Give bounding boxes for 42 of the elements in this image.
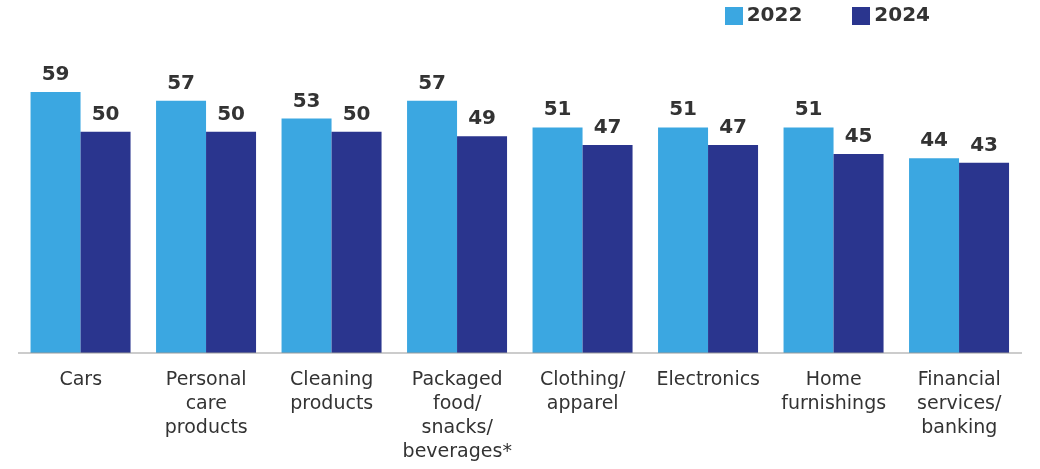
bar: [708, 145, 759, 353]
bar: [909, 158, 960, 353]
data-label: 45: [844, 122, 873, 147]
bar: [783, 127, 834, 353]
bar: [658, 127, 709, 353]
bar: [30, 92, 81, 353]
data-label: 43: [970, 131, 998, 156]
bar: [457, 136, 508, 353]
data-label: 47: [719, 114, 747, 139]
data-label: 51: [794, 96, 823, 121]
x-tick-label: Financial services/ banking: [917, 367, 1003, 437]
bar: [281, 118, 332, 353]
bar: [206, 131, 257, 353]
bar: [582, 145, 633, 353]
data-label: 50: [342, 100, 371, 125]
bar: [80, 131, 131, 353]
bar: [532, 127, 583, 353]
legend-label: 2024: [874, 2, 930, 26]
bar: [331, 131, 382, 353]
x-tick-label: Cleaning products: [290, 367, 374, 413]
data-label: 44: [920, 127, 948, 152]
legend-label: 2022: [746, 2, 803, 26]
data-label: 57: [167, 69, 195, 94]
bar: [833, 153, 884, 353]
x-tick-label: Home furnishings: [781, 367, 887, 413]
x-tick-label: Electronics: [656, 367, 761, 389]
data-label: 59: [41, 61, 70, 85]
x-tick-label: Personal care products: [164, 367, 248, 437]
x-tick-label: Clothing/ apparel: [540, 367, 627, 413]
data-label: 50: [91, 100, 120, 125]
data-label: 49: [468, 105, 496, 130]
bar: [156, 100, 207, 353]
data-label: 53: [292, 87, 321, 112]
x-tick-label: Cars: [59, 367, 103, 389]
data-label: 50: [217, 100, 245, 125]
data-label: 57: [418, 69, 446, 94]
data-label: 51: [669, 96, 697, 121]
x-tick-label: Packaged food/ snacks/ beverages*: [402, 367, 512, 461]
data-label: 47: [593, 114, 622, 139]
data-label: 51: [543, 96, 572, 121]
bar: [959, 162, 1010, 353]
bar: [407, 100, 458, 353]
